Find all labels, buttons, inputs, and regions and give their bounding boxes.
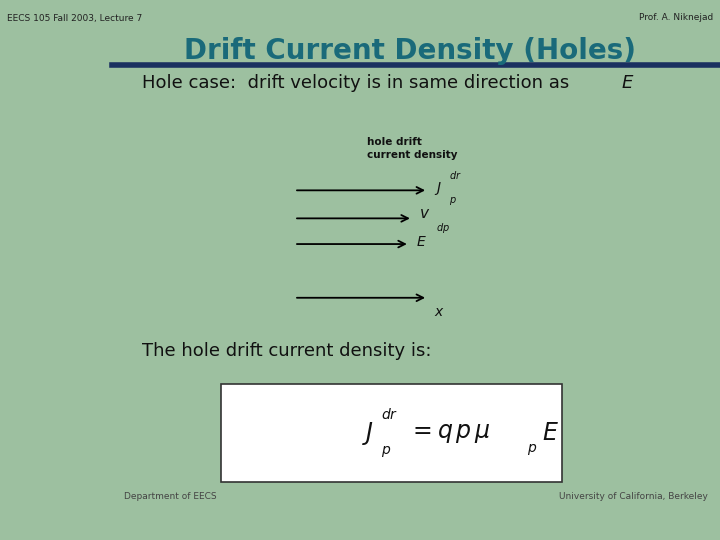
Text: $p$: $p$: [380, 444, 391, 460]
Text: $v$: $v$: [419, 207, 430, 221]
Text: hole drift
current density: hole drift current density: [367, 137, 458, 160]
Bar: [221, 384, 562, 482]
Text: Hole case:  drift velocity is in same direction as: Hole case: drift velocity is in same dir…: [142, 73, 575, 92]
Text: The hole drift current density is:: The hole drift current density is:: [142, 342, 431, 360]
Text: $dr$: $dr$: [380, 407, 397, 422]
Text: $p$: $p$: [527, 442, 537, 457]
Text: University of California, Berkeley: University of California, Berkeley: [559, 492, 708, 501]
Text: $dr$: $dr$: [449, 169, 462, 181]
Text: $p$: $p$: [449, 195, 457, 207]
Text: $E$: $E$: [416, 235, 426, 249]
Text: $dp$: $dp$: [436, 221, 450, 235]
Text: $J$: $J$: [434, 179, 442, 197]
Text: $J$: $J$: [362, 420, 374, 447]
Text: $E$: $E$: [542, 422, 559, 445]
Text: Department of EECS: Department of EECS: [124, 492, 217, 501]
Text: Drift Current Density (Holes): Drift Current Density (Holes): [184, 37, 636, 65]
Text: $x$: $x$: [434, 305, 445, 319]
Text: $= q\,p\,\mu$: $= q\,p\,\mu$: [408, 422, 491, 445]
Text: $E$: $E$: [621, 73, 635, 92]
Text: Prof. A. Niknejad: Prof. A. Niknejad: [639, 14, 713, 23]
Text: EECS 105 Fall 2003, Lecture 7: EECS 105 Fall 2003, Lecture 7: [7, 14, 143, 23]
